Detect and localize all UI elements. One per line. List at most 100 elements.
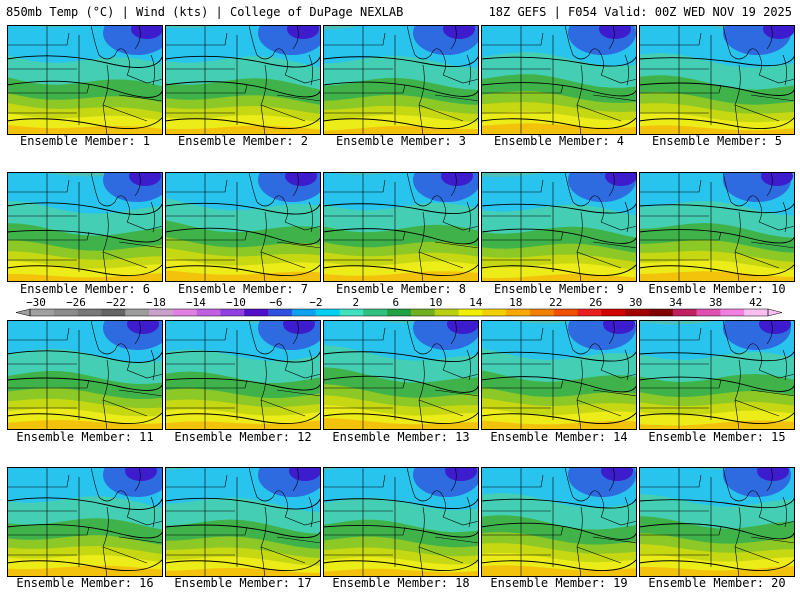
ensemble-map-panel (7, 320, 163, 430)
state-borders (323, 172, 479, 282)
colorbar-swatch (577, 309, 602, 316)
panel-frame (7, 172, 163, 282)
colorbar-right-arrow (767, 308, 783, 317)
temperature-map (7, 320, 163, 430)
state-borders (481, 25, 637, 135)
wind-contours (481, 349, 637, 425)
ensemble-member-label: Ensemble Member: 7 (177, 282, 309, 296)
cold-air-core (289, 467, 321, 481)
panel-frame (165, 172, 321, 282)
temperature-band (165, 125, 321, 135)
colorbar-swatch (601, 309, 626, 316)
model-run-info: 18Z GEFS | F054 Valid: 00Z WED NOV 19 20… (488, 5, 792, 19)
cold-air-core (443, 25, 475, 39)
wind-contours (481, 496, 637, 572)
colorbar-swatch (648, 309, 674, 316)
colorbar-swatch (696, 309, 721, 316)
colorbar-swatch (196, 309, 221, 316)
colorbar-tick-label: −30 (26, 296, 46, 309)
panel-frame (481, 320, 637, 430)
temperature-band (481, 274, 637, 282)
ensemble-member-label: Ensemble Member: 16 (16, 576, 154, 590)
temperature-map (165, 25, 321, 135)
ensemble-member-label: Ensemble Member: 2 (177, 134, 309, 148)
temperature-map (323, 320, 479, 430)
colorbar-swatch (625, 309, 650, 316)
colorbar-swatch (291, 309, 316, 316)
panel-frame (481, 172, 637, 282)
temperature-colorbar: −30 −26 −22 −18 −14 −10 −6 −2 2 6 10 14 18 22 26 30 34 38… (15, 296, 783, 317)
ensemble-member-label: Ensemble Member: 8 (335, 282, 467, 296)
temperature-map (7, 172, 163, 282)
ensemble-member-label: Ensemble Member: 9 (493, 282, 625, 296)
state-borders (481, 467, 637, 577)
ensemble-member-label: Ensemble Member: 19 (490, 576, 628, 590)
cold-air-core (601, 467, 633, 481)
ensemble-member-label: Ensemble Member: 12 (174, 430, 312, 444)
ensemble-map-panel (165, 320, 321, 430)
temperature-map (323, 467, 479, 577)
panel-frame (165, 320, 321, 430)
temperature-map (481, 467, 637, 577)
colorbar-swatch (53, 309, 78, 316)
cold-air-core (285, 172, 317, 186)
colorbar-tick-label: −10 (226, 296, 246, 309)
ensemble-member-label: Ensemble Member: 20 (648, 576, 786, 590)
state-borders (639, 320, 795, 430)
colorbar-tick-label: 38 (709, 296, 722, 309)
ensemble-member-label: Ensemble Member: 11 (16, 430, 154, 444)
cold-air-core (759, 320, 791, 334)
ensemble-member-label: Ensemble Member: 17 (174, 576, 312, 590)
colorbar-tick-label: −18 (146, 296, 166, 309)
panel-frame (165, 25, 321, 135)
ensemble-member-label: Ensemble Member: 3 (335, 134, 467, 148)
cold-air-core (605, 172, 637, 186)
state-borders (165, 172, 321, 282)
colorbar-swatch (410, 309, 436, 316)
temperature-map (639, 25, 795, 135)
temperature-band (639, 420, 795, 430)
cold-air-core (757, 467, 789, 481)
ensemble-map-panel (639, 467, 795, 577)
temperature-map (481, 320, 637, 430)
temperature-band (481, 420, 637, 430)
wind-contours (639, 496, 795, 572)
panel-frame (323, 172, 479, 282)
wind-contours (7, 54, 163, 130)
colorbar-swatch (172, 309, 197, 316)
colorbar-swatch (672, 309, 697, 316)
colorbar-swatch (244, 309, 269, 316)
ensemble-map-panel (323, 172, 479, 282)
temperature-band (323, 568, 479, 577)
wind-contours (7, 496, 163, 572)
state-borders (165, 467, 321, 577)
ensemble-member-label: Ensemble Member: 18 (332, 576, 470, 590)
colorbar-frame (29, 308, 769, 317)
cold-air-core (287, 25, 319, 39)
cold-air-core (131, 25, 163, 39)
colorbar-swatch (387, 309, 412, 316)
state-borders (481, 320, 637, 430)
cold-air-core (445, 467, 477, 481)
wind-contours (165, 349, 321, 425)
colorbar-swatch (315, 309, 340, 316)
state-borders (7, 25, 163, 135)
colorbar-left-arrow (15, 308, 31, 317)
ensemble-map-panel (481, 467, 637, 577)
ensemble-map-panel (323, 467, 479, 577)
wind-contours (639, 349, 795, 425)
ensemble-member-label: Ensemble Member: 13 (332, 430, 470, 444)
ensemble-map-panel (639, 172, 795, 282)
colorbar-swatch (268, 309, 293, 316)
ensemble-member-label: Ensemble Member: 10 (648, 282, 786, 296)
cold-air-core (441, 172, 473, 186)
colorbar-swatch (125, 309, 150, 316)
panel-frame (323, 320, 479, 430)
temperature-band (323, 418, 479, 430)
cold-air-core (129, 172, 161, 186)
wind-contours (639, 201, 795, 277)
ensemble-member-label: Ensemble Member: 14 (490, 430, 628, 444)
colorbar-tick-label: 26 (589, 296, 602, 309)
ensemble-map-panel (323, 320, 479, 430)
state-borders (323, 467, 479, 577)
